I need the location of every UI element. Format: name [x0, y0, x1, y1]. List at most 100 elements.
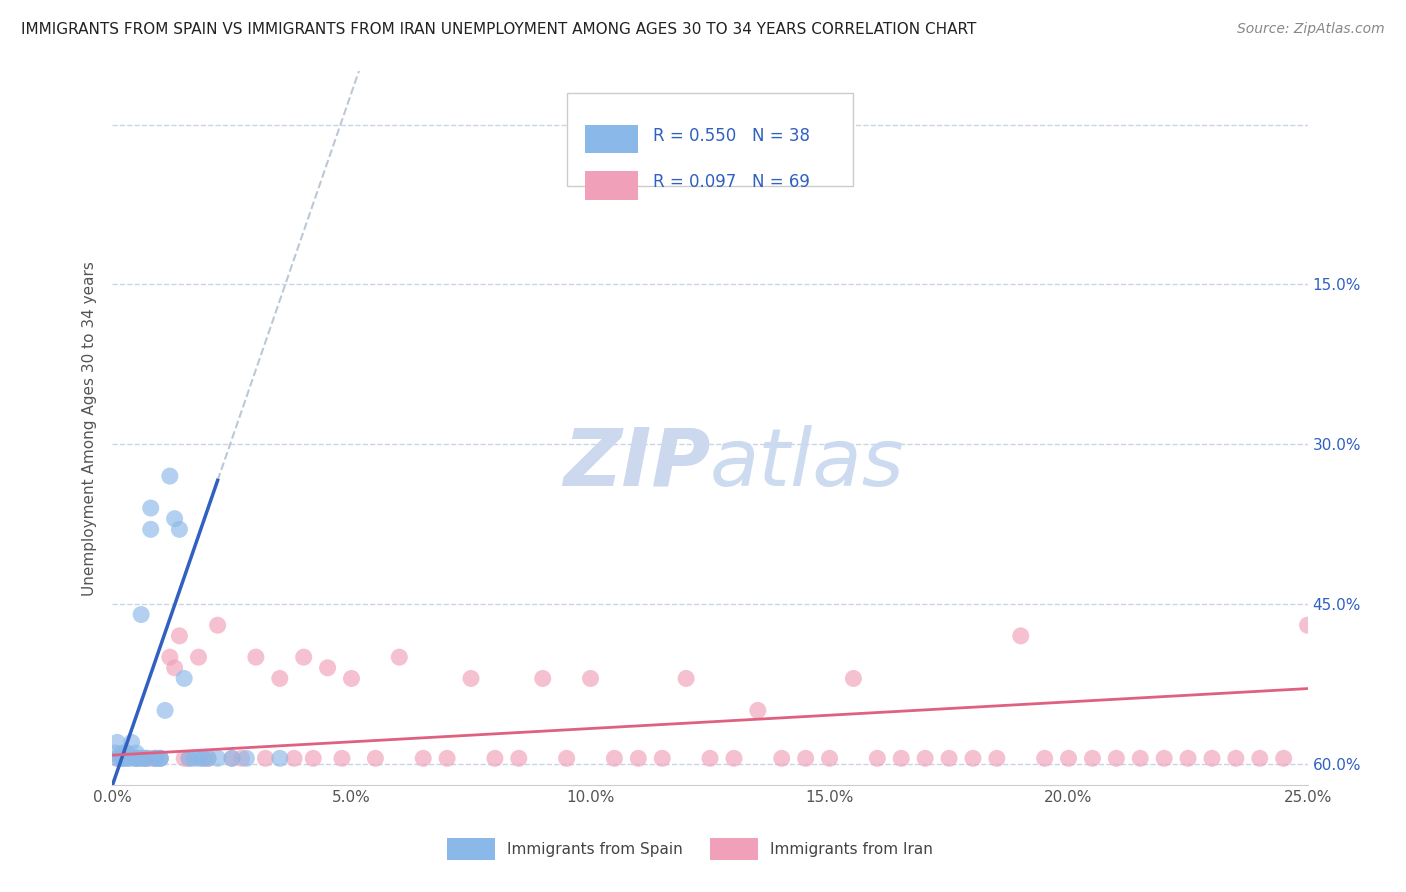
- Point: [627, 751, 650, 765]
- Point: [603, 751, 626, 765]
- Point: [125, 751, 148, 765]
- Point: [115, 746, 138, 760]
- Point: [197, 751, 219, 765]
- Point: [111, 746, 134, 760]
- Point: [412, 751, 434, 765]
- Point: [139, 501, 162, 516]
- Text: Source: ZipAtlas.com: Source: ZipAtlas.com: [1237, 22, 1385, 37]
- Point: [436, 751, 458, 765]
- Point: [818, 751, 841, 765]
- Point: [135, 751, 157, 765]
- Point: [364, 751, 387, 765]
- Point: [555, 751, 578, 765]
- Point: [125, 751, 148, 765]
- Point: [169, 629, 191, 643]
- Point: [316, 661, 339, 675]
- Point: [1105, 751, 1128, 765]
- Point: [330, 751, 353, 765]
- Point: [197, 751, 219, 765]
- Point: [115, 746, 138, 760]
- Point: [1296, 618, 1319, 632]
- Point: [115, 751, 138, 765]
- Point: [145, 751, 167, 765]
- Point: [145, 751, 167, 765]
- Point: [269, 751, 291, 765]
- Point: [153, 703, 176, 717]
- Point: [579, 672, 602, 686]
- Point: [1057, 751, 1080, 765]
- Point: [1081, 751, 1104, 765]
- Point: [890, 751, 912, 765]
- Point: [104, 746, 127, 760]
- Point: [531, 672, 554, 686]
- Bar: [567, 93, 853, 186]
- Point: [177, 751, 200, 765]
- Point: [163, 661, 186, 675]
- Point: [159, 650, 181, 665]
- Point: [723, 751, 745, 765]
- Text: atlas: atlas: [710, 425, 905, 503]
- Point: [231, 751, 253, 765]
- Point: [1153, 751, 1175, 765]
- Text: Immigrants from Iran: Immigrants from Iran: [770, 842, 932, 856]
- Point: [986, 751, 1008, 765]
- Point: [207, 618, 229, 632]
- Point: [177, 751, 200, 765]
- Point: [149, 751, 172, 765]
- Point: [183, 751, 205, 765]
- Point: [254, 751, 277, 765]
- Point: [159, 469, 181, 483]
- Point: [135, 751, 157, 765]
- Point: [111, 751, 134, 765]
- Bar: [710, 838, 758, 860]
- Point: [269, 672, 291, 686]
- Point: [169, 522, 191, 536]
- Point: [105, 751, 128, 765]
- Point: [340, 672, 363, 686]
- Point: [245, 650, 267, 665]
- Point: [1129, 751, 1152, 765]
- Point: [1177, 751, 1199, 765]
- Point: [747, 703, 769, 717]
- Point: [1010, 629, 1032, 643]
- Point: [207, 751, 229, 765]
- Point: [129, 751, 152, 765]
- Point: [125, 751, 148, 765]
- Point: [173, 751, 195, 765]
- Point: [129, 751, 152, 765]
- Point: [105, 735, 128, 749]
- Point: [111, 751, 134, 765]
- Point: [193, 751, 215, 765]
- Point: [675, 672, 697, 686]
- Point: [145, 751, 167, 765]
- Point: [484, 751, 506, 765]
- Text: R = 0.550   N = 38: R = 0.550 N = 38: [652, 127, 810, 145]
- Point: [221, 751, 243, 765]
- Bar: [447, 838, 495, 860]
- Point: [1225, 751, 1247, 765]
- Point: [388, 650, 411, 665]
- Point: [1272, 751, 1295, 765]
- Point: [460, 672, 482, 686]
- Point: [139, 751, 162, 765]
- Point: [770, 751, 793, 765]
- Point: [794, 751, 817, 765]
- Point: [508, 751, 530, 765]
- Point: [115, 751, 138, 765]
- Text: ZIP: ZIP: [562, 425, 710, 503]
- Point: [187, 751, 209, 765]
- Text: IMMIGRANTS FROM SPAIN VS IMMIGRANTS FROM IRAN UNEMPLOYMENT AMONG AGES 30 TO 34 Y: IMMIGRANTS FROM SPAIN VS IMMIGRANTS FROM…: [21, 22, 976, 37]
- Point: [111, 751, 134, 765]
- Point: [651, 751, 673, 765]
- Point: [221, 751, 243, 765]
- Point: [842, 672, 865, 686]
- Point: [105, 751, 128, 765]
- Point: [121, 751, 143, 765]
- Point: [149, 751, 172, 765]
- Bar: [585, 171, 638, 200]
- Point: [187, 650, 209, 665]
- Point: [135, 751, 157, 765]
- Point: [914, 751, 936, 765]
- Point: [302, 751, 325, 765]
- Bar: [585, 125, 638, 153]
